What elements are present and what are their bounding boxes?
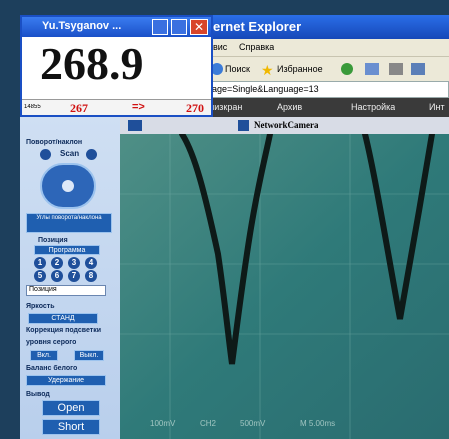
preset-button[interactable]: 4 [85,257,97,269]
tab-bar: лизкран Архив Настройка Инт [205,98,449,117]
off-button[interactable]: Выкл. [74,350,104,361]
waveform [179,134,435,365]
preset-button[interactable]: 2 [51,257,63,269]
angles-button[interactable]: Углы поворота/наклона [26,213,112,233]
address-bar[interactable]: age=Single&Language=13 [205,81,449,98]
section-label: Поворот/наклон [26,139,83,146]
scope-label: 100mV [150,419,176,428]
icon [411,63,425,75]
icon [365,63,379,75]
section-label: Яркость [26,303,55,310]
maximize-button[interactable] [171,19,187,35]
camera-icon[interactable] [128,120,142,131]
camera-icon [238,120,249,131]
icon [389,63,403,75]
scope-grid [120,134,449,439]
camera-title: NetworkCamera [254,120,319,130]
browser-titlebar: ernet Explorer [205,15,449,39]
toolbar: Поиск ★ Избранное [205,56,449,81]
menu-item[interactable]: Справка [239,42,275,52]
toolbar-button[interactable]: Избранное [277,64,323,74]
short-button[interactable]: Short [42,419,100,435]
meter-title: Yu.Tsyganov ... [42,20,122,32]
preset-button[interactable]: 6 [51,270,63,282]
tab[interactable]: Настройка [351,102,396,112]
scope-screen [120,134,449,439]
address-text: age=Single&Language=13 [212,84,319,94]
menu-bar: вис Справка [205,39,449,56]
preset-button[interactable]: 3 [68,257,80,269]
position-select[interactable]: Позиция [26,285,106,296]
section-label: Баланс белого [26,365,78,372]
scope-label: CH2 [200,419,217,428]
scope-label: M 5.00ms [300,419,335,428]
preset-button[interactable]: 7 [68,270,80,282]
toolbar-button[interactable]: Поиск [225,64,250,74]
camera-view: 100mV CH2 500mV M 5.00ms [120,134,449,439]
section-label: Вывод [26,391,50,398]
minimize-button[interactable] [152,19,168,35]
scan-label: Scan [60,149,80,158]
tab[interactable]: лизкран [209,102,243,112]
section-label: уровня серого [26,339,77,346]
scan-left[interactable] [40,149,51,160]
search-icon [211,63,223,75]
counter: 14855 [24,104,41,110]
pad-center[interactable] [62,180,74,192]
to-value: 270 [186,101,204,115]
brightness-control[interactable]: СТАНД [28,313,98,324]
preset-button[interactable]: 5 [34,270,46,282]
from-value: 267 [70,101,88,115]
camera-header: NetworkCamera [120,117,449,134]
browser-title: ernet Explorer [213,19,302,34]
on-button[interactable]: Вкл. [30,350,58,361]
arrow: => [132,101,145,113]
section-label: Коррекция подсветки [26,327,102,334]
section-label: Позиция [38,237,68,244]
scope-label: 500mV [240,419,266,428]
scan-right[interactable] [86,149,97,160]
star-icon: ★ [261,62,274,78]
preset-button[interactable]: 8 [85,270,97,282]
tab[interactable]: Инт [429,102,445,112]
meter-reading: 268.9 [40,38,144,89]
menu-item[interactable]: вис [213,42,228,52]
meter-titlebar: Yu.Tsyganov ... ✕ [22,17,211,37]
meter-window: Yu.Tsyganov ... ✕ 268.9 14855 267 => 270 [20,15,213,117]
tab[interactable]: Архив [277,102,303,112]
white-balance-select[interactable]: Удержание [26,375,106,386]
preset-button[interactable]: 1 [34,257,46,269]
open-button[interactable]: Open [42,400,100,416]
icon [341,63,353,75]
control-panel: Поворот/наклон Scan Углы поворота/наклон… [20,117,120,439]
close-button[interactable]: ✕ [190,19,208,35]
program-button[interactable]: Программа [34,245,100,255]
meter-footer: 14855 267 => 270 [22,99,211,115]
